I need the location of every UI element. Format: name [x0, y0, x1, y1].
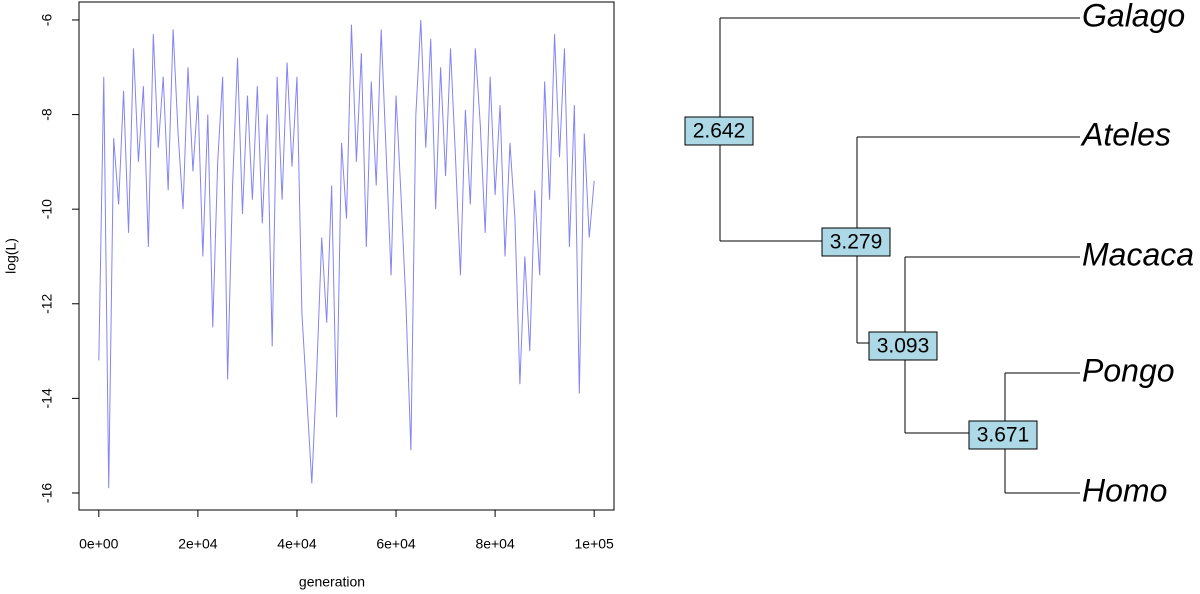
node-label: 3.093	[877, 335, 930, 358]
y-tick-label: -10	[39, 199, 55, 219]
node-label: 3.671	[977, 424, 1030, 447]
node-box	[868, 331, 938, 361]
tip-label: Ateles	[1080, 116, 1171, 152]
x-tick-label: 2e+04	[178, 536, 218, 552]
tip-label: Homo	[1082, 472, 1167, 508]
tip-label: Pongo	[1082, 352, 1175, 388]
y-axis-label: log(L)	[3, 238, 19, 274]
node-label: 3.279	[830, 231, 883, 254]
x-tick-label: 0e+00	[79, 536, 119, 552]
x-tick-label: 6e+04	[376, 536, 416, 552]
y-tick-label: -16	[39, 483, 55, 503]
tip-label: Macaca	[1082, 236, 1194, 272]
node-box	[684, 116, 754, 146]
y-tick-label: -14	[39, 388, 55, 408]
x-tick-label: 8e+04	[475, 536, 515, 552]
tip-label: Galago	[1082, 0, 1185, 33]
tree	[719, 17, 1080, 494]
plot-box	[78, 1, 615, 511]
x-tick-label: 1e+05	[575, 536, 615, 552]
x-axis-label: generation	[299, 574, 365, 590]
y-tick-label: -6	[39, 14, 55, 27]
y-tick-label: -8	[39, 108, 55, 121]
node-box	[821, 227, 891, 257]
y-tick-label: -12	[39, 293, 55, 313]
x-tick-label: 4e+04	[277, 536, 317, 552]
trace-line	[98, 19, 595, 489]
node-box	[968, 420, 1038, 450]
node-label: 2.642	[693, 120, 746, 143]
